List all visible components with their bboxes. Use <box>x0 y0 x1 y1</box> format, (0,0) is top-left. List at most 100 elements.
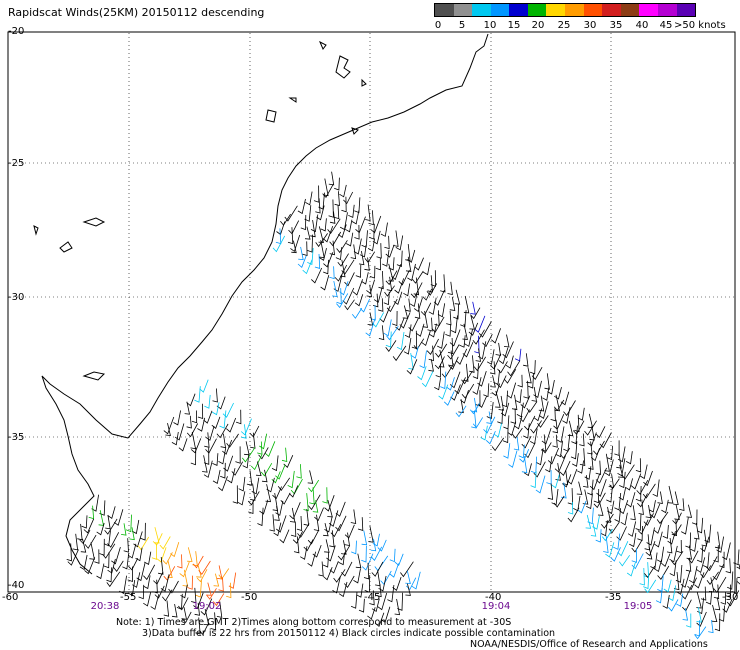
wind-barb <box>237 491 246 506</box>
wind-barb <box>719 551 725 569</box>
wind-barb <box>368 223 375 240</box>
wind-barb <box>636 480 649 495</box>
wind-barb <box>314 253 321 269</box>
wind-barb <box>178 438 188 452</box>
wind-barb <box>483 416 496 434</box>
wind-barb <box>574 414 580 433</box>
wind-barb <box>519 449 530 463</box>
wind-barb <box>590 523 597 537</box>
wind-barb <box>327 218 341 234</box>
wind-barb <box>673 571 680 591</box>
wind-barb <box>361 553 374 571</box>
wind-barb <box>344 299 355 311</box>
wind-barb <box>271 471 281 484</box>
wind-barb <box>629 532 637 548</box>
wind-barb <box>449 296 456 311</box>
wind-barb <box>563 400 576 417</box>
wind-barb <box>473 356 487 372</box>
wind-barb <box>513 436 520 451</box>
wind-barb <box>396 250 403 267</box>
wind-barb <box>631 539 643 553</box>
pass-time: 19:02 <box>192 601 222 612</box>
wind-barb <box>472 377 482 395</box>
wind-barb <box>383 319 392 337</box>
wind-barb <box>448 356 459 370</box>
wind-barb <box>644 565 656 578</box>
wind-barb <box>523 353 529 367</box>
wind-barb <box>542 386 550 401</box>
wind-barb <box>471 397 478 413</box>
wind-barb <box>680 571 691 588</box>
wind-barb <box>342 287 355 305</box>
wind-barb <box>203 460 213 478</box>
scale-label: 15 <box>507 20 521 31</box>
wind-barb <box>212 453 219 466</box>
wind-barb <box>477 395 488 408</box>
wind-barb <box>650 503 661 519</box>
wind-barb <box>667 530 676 545</box>
wind-barb <box>322 552 330 568</box>
wind-barb <box>630 473 642 490</box>
wind-barb <box>514 348 522 362</box>
wind-barb <box>576 481 583 495</box>
wind-barb <box>603 535 609 554</box>
wind-barb <box>304 205 312 222</box>
wind-barb <box>447 281 453 296</box>
wind-barb <box>671 519 678 537</box>
wind-barb <box>370 538 377 552</box>
wind-barb <box>259 499 269 515</box>
wind-barb <box>250 454 263 471</box>
wind-barb <box>375 257 381 271</box>
wind-barb <box>250 483 256 501</box>
lon-label: -45 <box>364 592 381 603</box>
wind-barb <box>346 232 354 247</box>
wind-barb <box>472 417 484 429</box>
wind-barb <box>395 235 404 251</box>
wind-barb <box>559 460 571 476</box>
wind-barb <box>322 225 334 243</box>
wind-barb <box>666 537 673 554</box>
wind-barb <box>518 444 525 459</box>
wind-barb <box>297 523 310 538</box>
wind-barb <box>642 483 656 499</box>
wind-barb <box>662 524 669 539</box>
wind-barb <box>472 329 485 345</box>
wind-barb <box>638 499 644 516</box>
wind-barb <box>194 602 200 616</box>
wind-barb <box>385 244 395 258</box>
scale-label: 35 <box>609 20 623 31</box>
wind-barb <box>219 410 227 429</box>
wind-barb <box>645 505 652 519</box>
wind-barb <box>361 530 368 546</box>
wind-barb <box>374 555 389 572</box>
wind-barb <box>675 564 683 583</box>
wind-barb <box>546 470 552 485</box>
wind-barb <box>261 469 268 483</box>
wind-barb <box>403 283 411 297</box>
wind-barb <box>376 243 382 259</box>
wind-barb <box>631 553 644 570</box>
wind-barb <box>523 463 532 477</box>
wind-barb <box>428 345 434 362</box>
wind-barb <box>639 567 645 586</box>
wind-barb <box>143 591 152 607</box>
wind-barb <box>502 341 514 359</box>
wind-barb <box>614 508 621 523</box>
wind-barb <box>297 255 307 268</box>
wind-barb <box>307 551 317 567</box>
wind-barb <box>379 305 391 323</box>
wind-barb <box>178 597 189 611</box>
wind-barb <box>271 455 279 472</box>
wind-barb <box>530 420 542 434</box>
wind-barb <box>205 438 217 454</box>
wind-barb <box>341 540 347 555</box>
wind-barb <box>674 504 680 520</box>
wind-barb <box>541 442 552 454</box>
wind-barb <box>83 518 95 534</box>
wind-barb <box>506 382 517 399</box>
wind-barb <box>643 513 654 526</box>
wind-barb <box>361 545 367 563</box>
wind-barb <box>423 262 431 276</box>
wind-barb <box>604 459 614 477</box>
wind-barb <box>523 423 530 439</box>
